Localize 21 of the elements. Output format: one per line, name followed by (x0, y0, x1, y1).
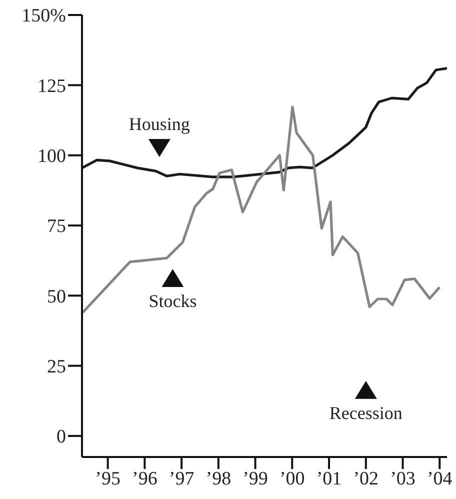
y-tick-label: 0 (56, 426, 66, 448)
x-tick-label: ’98 (206, 468, 232, 490)
line-series (82, 106, 441, 314)
annotation: Recession (329, 402, 402, 423)
x-tick-label: ’96 (132, 468, 158, 490)
y-tick-label: 100 (38, 146, 66, 168)
x-tick-label: ’95 (95, 468, 120, 490)
y-tick-label: 25 (47, 356, 66, 378)
y-tick-label: 75 (47, 216, 66, 238)
y-tick-label: 50 (47, 286, 66, 308)
x-tick-label: ’03 (390, 468, 416, 490)
x-tick-label: ’02 (353, 468, 379, 490)
y-tick-label: 125 (38, 76, 66, 97)
x-tick-label: ’01 (316, 468, 342, 490)
x-tick-label: ’99 (242, 468, 268, 490)
x-tick-label: ’04 (426, 468, 453, 490)
x-tick-label: ’00 (279, 468, 305, 490)
y-tick-label: 150% (22, 6, 66, 27)
x-tick-label: ’97 (168, 468, 194, 490)
annotation: Stocks (148, 290, 197, 311)
annotation: Housing (128, 114, 190, 134)
